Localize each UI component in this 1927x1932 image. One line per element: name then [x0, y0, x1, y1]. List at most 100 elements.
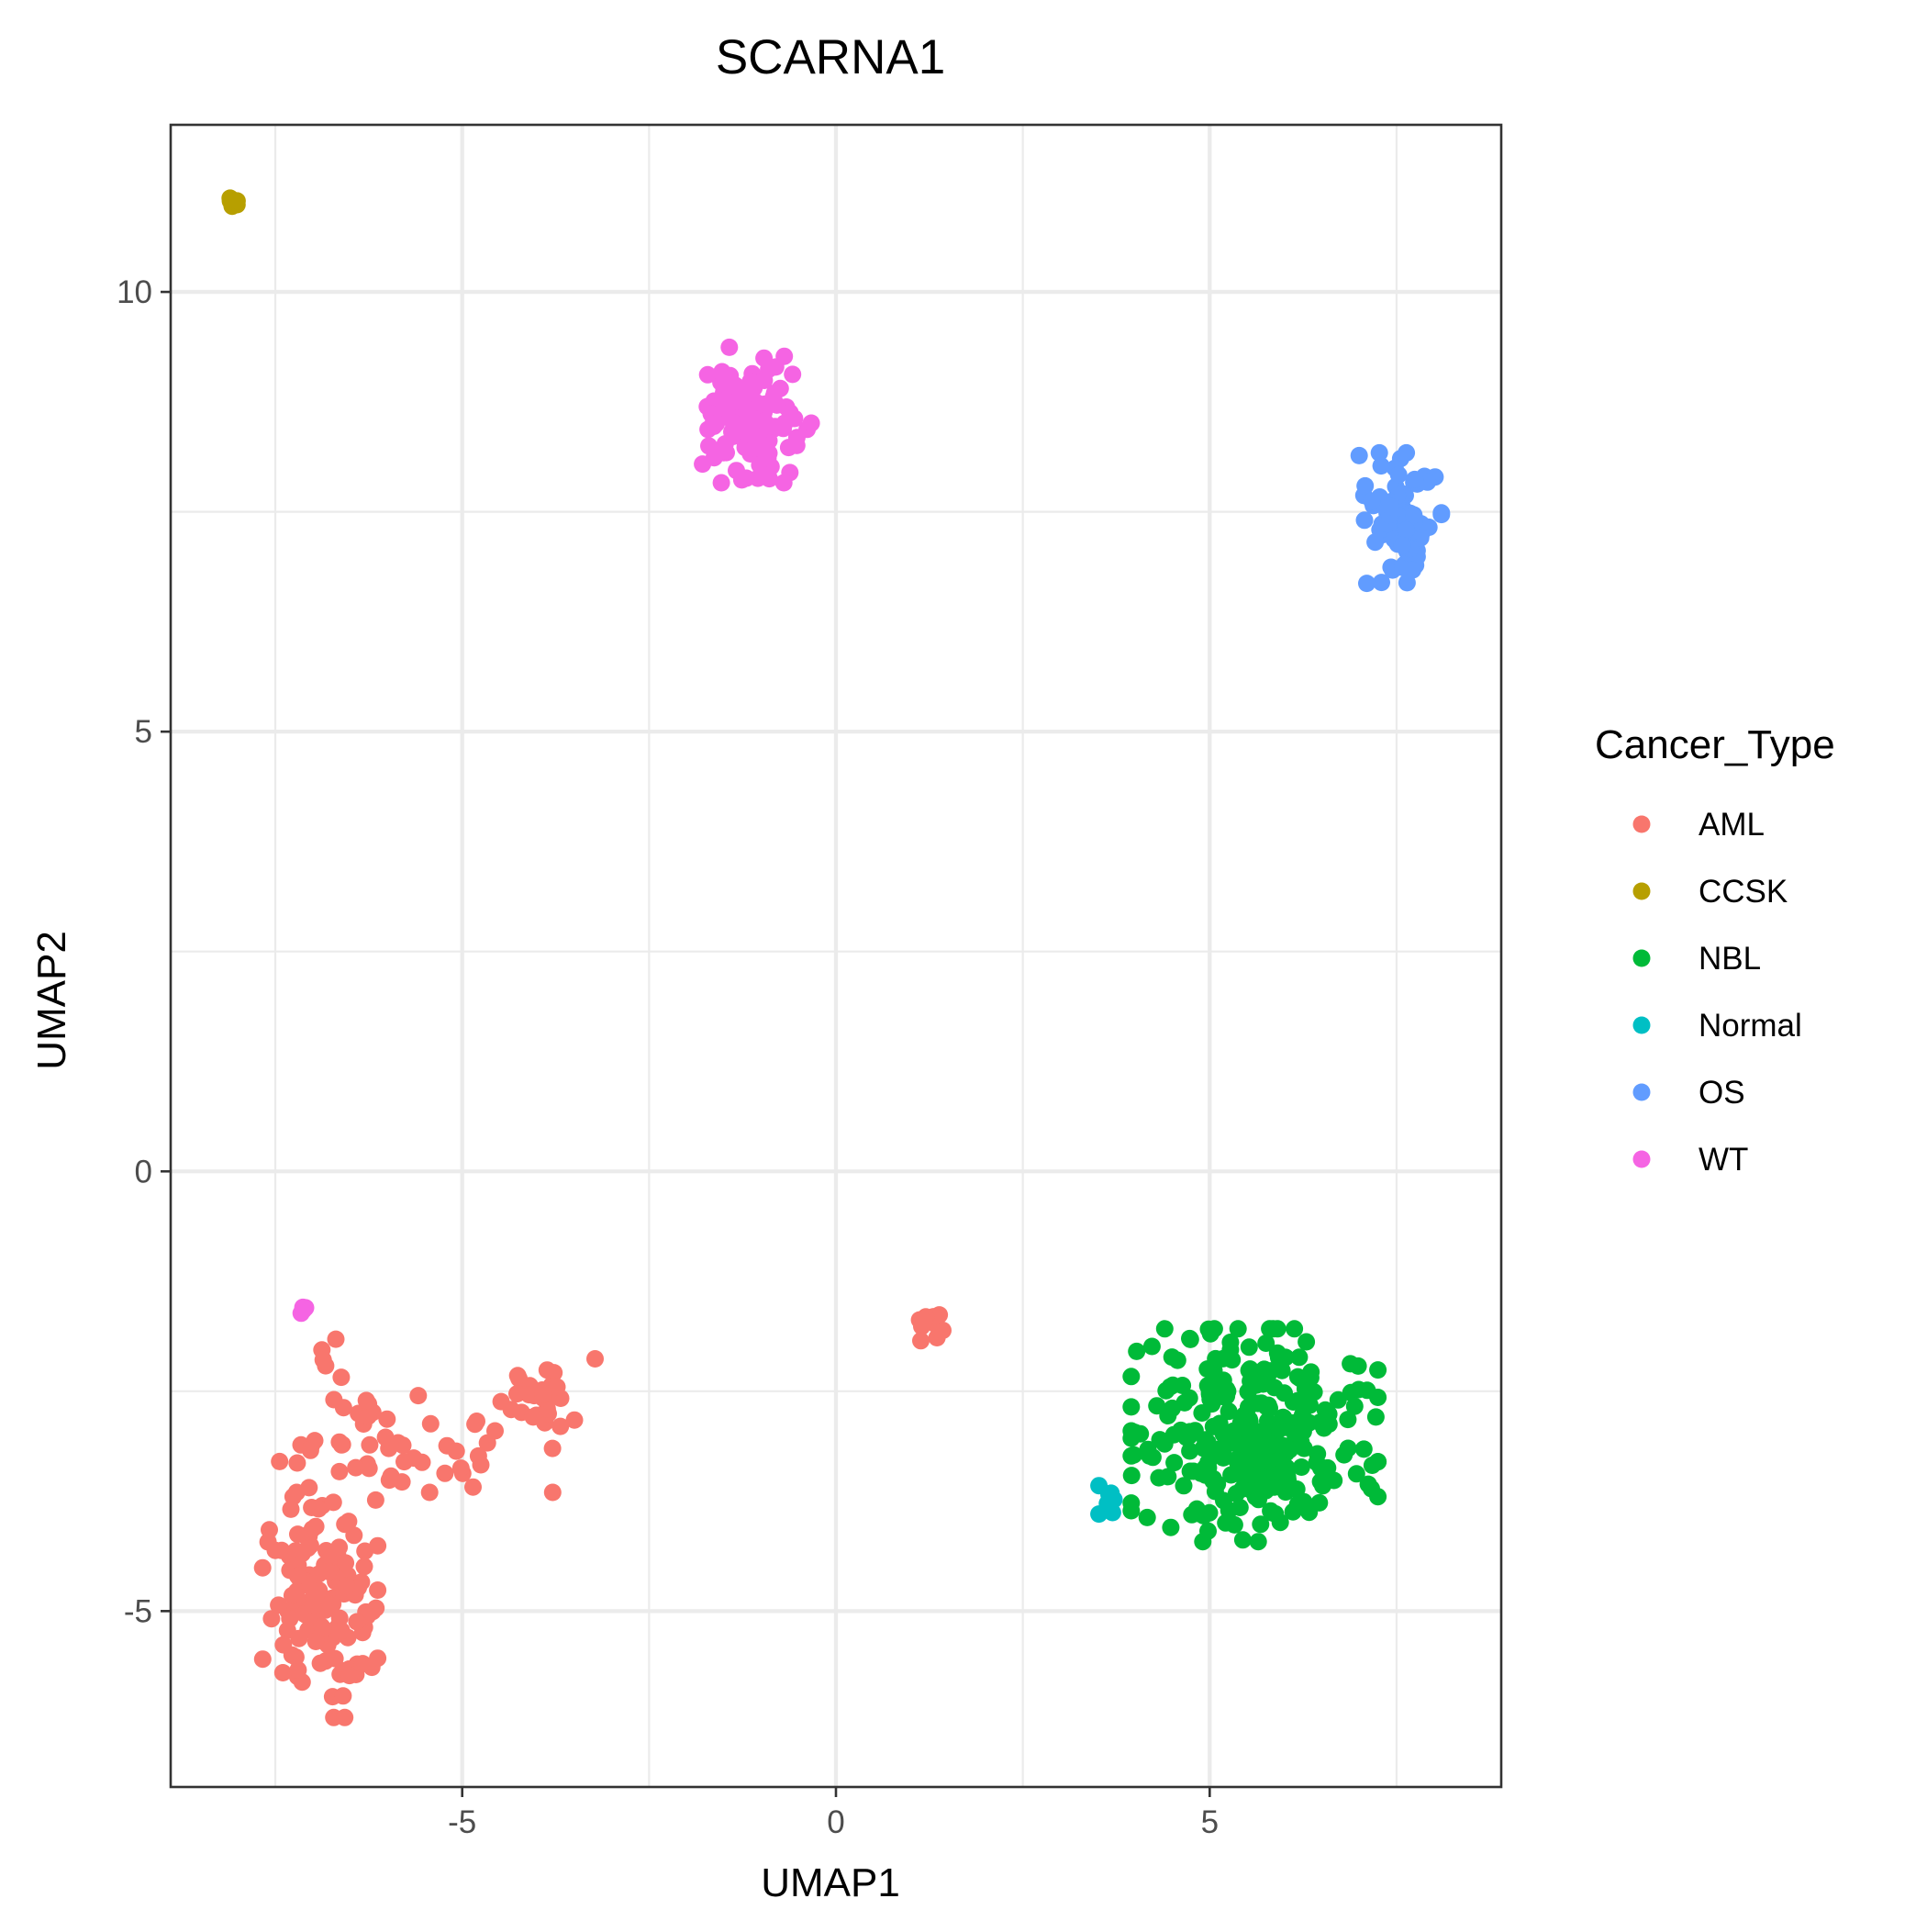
data-point-aml [337, 1554, 355, 1572]
legend-key-wt [1632, 1150, 1651, 1168]
data-point-nbl [1347, 1465, 1365, 1483]
data-point-nbl [1363, 1457, 1381, 1474]
data-point-normal [1100, 1485, 1118, 1503]
legend-key-ccsk [1632, 882, 1651, 900]
data-point-aml [334, 1687, 352, 1705]
data-point-aml [369, 1536, 387, 1555]
data-point-os [1381, 497, 1399, 516]
data-point-aml [323, 1547, 341, 1566]
data-point-aml [565, 1411, 584, 1429]
data-point-aml [303, 1499, 321, 1516]
data-point-aml [524, 1408, 542, 1426]
data-point-os [1370, 443, 1388, 462]
data-point-nbl [1212, 1373, 1231, 1391]
data-point-nbl [1138, 1508, 1156, 1526]
data-point-aml [325, 1390, 343, 1409]
legend-label: Normal [1699, 1008, 1802, 1044]
data-point-nbl [1240, 1338, 1258, 1357]
data-point-nbl [1305, 1383, 1323, 1402]
data-point-aml [421, 1414, 440, 1433]
data-point-aml [551, 1417, 570, 1435]
data-point-nbl [1257, 1335, 1275, 1352]
data-point-os [1389, 465, 1408, 484]
data-point-nbl [1262, 1362, 1280, 1380]
data-point-nbl [1242, 1481, 1261, 1500]
data-point-os [1373, 574, 1390, 592]
data-point-aml [380, 1471, 398, 1490]
data-point-os [1356, 476, 1375, 495]
data-point-aml [332, 1622, 351, 1640]
data-point-wt [724, 414, 742, 432]
legend-label: NBL [1699, 941, 1761, 977]
data-point-aml [502, 1401, 520, 1419]
data-point-nbl [1190, 1504, 1209, 1523]
data-point-aml [915, 1312, 933, 1331]
data-point-nbl [1261, 1320, 1279, 1338]
data-point-nbl [1249, 1533, 1267, 1551]
data-point-aml [266, 1541, 284, 1559]
data-point-wt [698, 365, 717, 384]
data-point-aml [369, 1649, 387, 1668]
data-point-os [1397, 521, 1415, 539]
data-point-nbl [1329, 1390, 1347, 1409]
data-point-nbl [1245, 1371, 1264, 1390]
legend-label: AML [1699, 807, 1765, 843]
data-point-nbl [1200, 1386, 1219, 1404]
data-point-nbl [1148, 1397, 1166, 1415]
data-point-aml [336, 1708, 354, 1726]
data-point-nbl [1311, 1472, 1330, 1491]
data-point-normal [1090, 1505, 1108, 1524]
data-points [221, 189, 1451, 1726]
data-point-nbl [1122, 1467, 1141, 1485]
data-point-aml [253, 1558, 272, 1577]
data-point-nbl [1273, 1462, 1291, 1480]
data-point-aml [394, 1436, 412, 1455]
data-point-nbl [1155, 1435, 1174, 1453]
data-point-aml [376, 1428, 395, 1446]
data-point-nbl [1286, 1320, 1304, 1338]
data-point-nbl [1240, 1451, 1258, 1469]
data-point-wt [758, 464, 775, 482]
data-point-wt [787, 436, 806, 454]
data-point-nbl [1252, 1515, 1270, 1534]
data-point-aml [306, 1589, 325, 1607]
data-point-nbl [1273, 1436, 1291, 1455]
data-point-nbl [1310, 1493, 1329, 1512]
data-point-nbl [1168, 1351, 1186, 1369]
data-point-aml [366, 1491, 384, 1509]
x-tick-label: 0 [827, 1804, 844, 1840]
data-point-aml [395, 1453, 413, 1471]
data-point-nbl [1240, 1422, 1258, 1440]
data-point-wt [713, 363, 731, 381]
data-point-aml [355, 1558, 373, 1576]
legend-item-ccsk: CCSK [1632, 874, 1788, 910]
data-point-nbl [1292, 1458, 1310, 1476]
y-tick-label: -5 [124, 1593, 152, 1629]
data-point-nbl [1290, 1348, 1309, 1367]
data-point-nbl [1155, 1320, 1174, 1338]
data-point-aml [282, 1500, 300, 1518]
data-point-nbl [1287, 1480, 1306, 1498]
data-point-aml [409, 1387, 428, 1405]
data-point-nbl [1227, 1484, 1245, 1502]
x-tick-label: 5 [1201, 1804, 1219, 1840]
data-point-nbl [1311, 1459, 1330, 1477]
legend-title: Cancer_Type [1595, 722, 1835, 767]
data-point-nbl [1199, 1320, 1218, 1338]
data-point-aml [290, 1629, 308, 1647]
data-point-aml [340, 1513, 358, 1531]
data-point-nbl [1220, 1435, 1238, 1453]
data-point-nbl [1220, 1502, 1238, 1520]
data-point-wt [760, 444, 778, 463]
data-point-nbl [1174, 1377, 1192, 1394]
data-point-aml [357, 1391, 375, 1410]
data-point-wt [737, 422, 755, 441]
legend-item-os: OS [1632, 1075, 1745, 1111]
data-point-nbl [1181, 1423, 1199, 1441]
data-point-nbl [1359, 1475, 1377, 1493]
legend-key-aml [1632, 815, 1651, 833]
data-point-aml [337, 1577, 355, 1595]
legend-label: WT [1699, 1142, 1748, 1178]
data-point-nbl [1233, 1531, 1252, 1549]
data-point-aml [420, 1483, 439, 1502]
